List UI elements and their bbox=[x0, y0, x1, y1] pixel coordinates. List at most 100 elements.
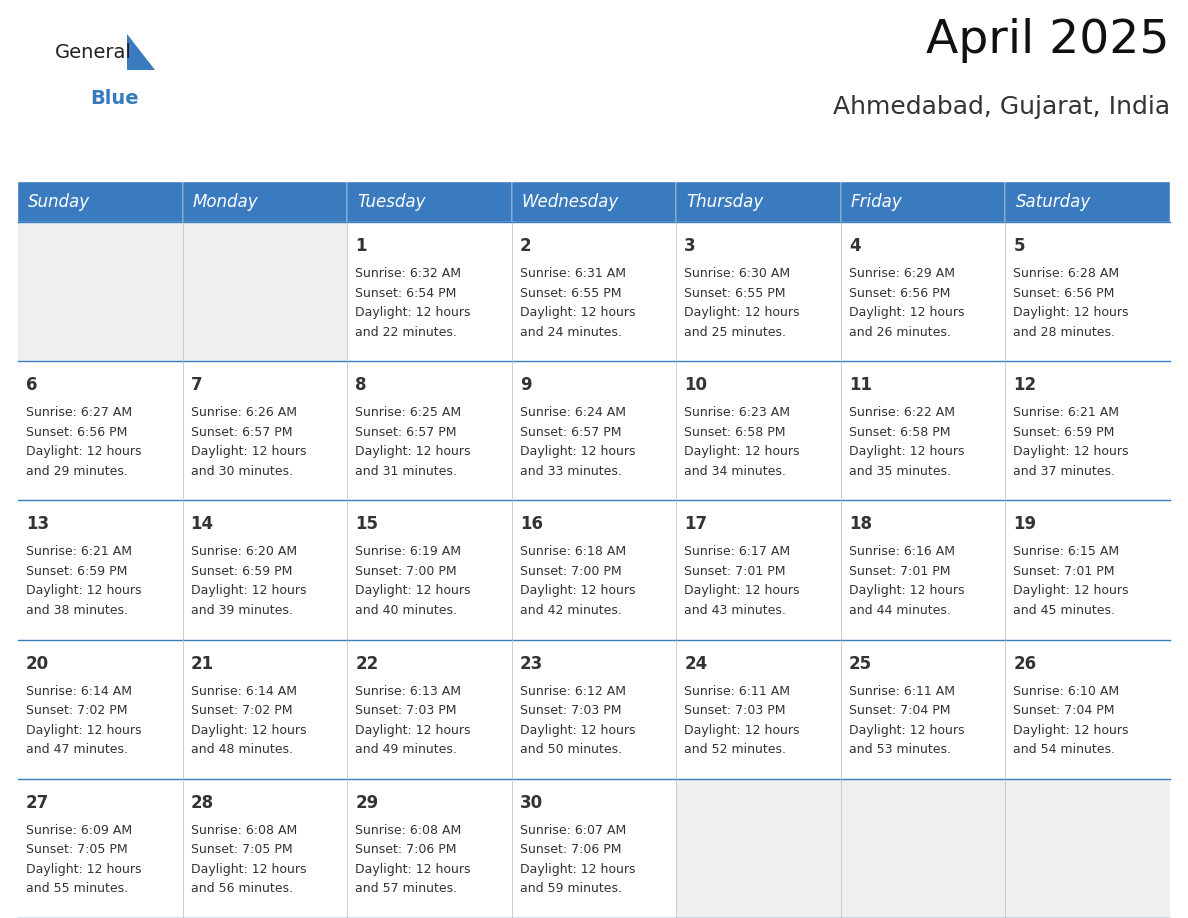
Text: Blue: Blue bbox=[90, 88, 139, 107]
Bar bbox=[1005, 222, 1170, 361]
Bar bbox=[18, 182, 183, 222]
Text: Sunrise: 6:10 AM: Sunrise: 6:10 AM bbox=[1013, 685, 1119, 698]
Text: Sunrise: 6:14 AM: Sunrise: 6:14 AM bbox=[26, 685, 132, 698]
Text: Daylight: 12 hours: Daylight: 12 hours bbox=[684, 306, 800, 319]
Text: and 30 minutes.: and 30 minutes. bbox=[190, 465, 292, 477]
Text: Sunrise: 6:07 AM: Sunrise: 6:07 AM bbox=[519, 823, 626, 837]
Text: and 48 minutes.: and 48 minutes. bbox=[190, 743, 292, 756]
Text: and 57 minutes.: and 57 minutes. bbox=[355, 882, 457, 895]
Text: and 47 minutes.: and 47 minutes. bbox=[26, 743, 128, 756]
Text: and 25 minutes.: and 25 minutes. bbox=[684, 326, 786, 339]
Text: and 33 minutes.: and 33 minutes. bbox=[519, 465, 621, 477]
Text: Sunrise: 6:14 AM: Sunrise: 6:14 AM bbox=[190, 685, 297, 698]
Text: Daylight: 12 hours: Daylight: 12 hours bbox=[1013, 723, 1129, 736]
Text: Daylight: 12 hours: Daylight: 12 hours bbox=[519, 723, 636, 736]
Bar bbox=[183, 182, 347, 222]
Text: Daylight: 12 hours: Daylight: 12 hours bbox=[684, 445, 800, 458]
Text: Sunset: 7:02 PM: Sunset: 7:02 PM bbox=[190, 704, 292, 717]
Text: and 26 minutes.: and 26 minutes. bbox=[849, 326, 950, 339]
Text: Sunset: 6:55 PM: Sunset: 6:55 PM bbox=[519, 286, 621, 299]
Text: Sunrise: 6:18 AM: Sunrise: 6:18 AM bbox=[519, 545, 626, 558]
Text: and 52 minutes.: and 52 minutes. bbox=[684, 743, 786, 756]
Text: 11: 11 bbox=[849, 376, 872, 394]
Text: Sunrise: 6:12 AM: Sunrise: 6:12 AM bbox=[519, 685, 626, 698]
Text: Sunrise: 6:08 AM: Sunrise: 6:08 AM bbox=[355, 823, 461, 837]
Text: 23: 23 bbox=[519, 655, 543, 673]
Bar bbox=[512, 640, 676, 778]
Text: Daylight: 12 hours: Daylight: 12 hours bbox=[190, 863, 307, 876]
Text: 18: 18 bbox=[849, 515, 872, 533]
Text: Sunset: 6:57 PM: Sunset: 6:57 PM bbox=[519, 426, 621, 439]
Text: Sunrise: 6:21 AM: Sunrise: 6:21 AM bbox=[26, 545, 132, 558]
Text: Daylight: 12 hours: Daylight: 12 hours bbox=[355, 723, 470, 736]
Text: Monday: Monday bbox=[192, 193, 258, 211]
Text: and 22 minutes.: and 22 minutes. bbox=[355, 326, 457, 339]
Text: Sunrise: 6:31 AM: Sunrise: 6:31 AM bbox=[519, 267, 626, 280]
Text: Sunset: 7:03 PM: Sunset: 7:03 PM bbox=[684, 704, 785, 717]
Bar bbox=[183, 361, 347, 500]
Text: Daylight: 12 hours: Daylight: 12 hours bbox=[849, 585, 965, 598]
Text: Sunset: 7:02 PM: Sunset: 7:02 PM bbox=[26, 704, 127, 717]
Text: Saturday: Saturday bbox=[1016, 193, 1091, 211]
Text: Sunrise: 6:21 AM: Sunrise: 6:21 AM bbox=[1013, 406, 1119, 420]
Bar bbox=[841, 182, 1005, 222]
Bar bbox=[1005, 640, 1170, 778]
Text: Daylight: 12 hours: Daylight: 12 hours bbox=[684, 723, 800, 736]
Text: 22: 22 bbox=[355, 655, 379, 673]
Text: Sunrise: 6:30 AM: Sunrise: 6:30 AM bbox=[684, 267, 790, 280]
Text: Sunrise: 6:13 AM: Sunrise: 6:13 AM bbox=[355, 685, 461, 698]
Bar bbox=[841, 640, 1005, 778]
Text: Sunset: 7:01 PM: Sunset: 7:01 PM bbox=[1013, 565, 1114, 578]
Text: Tuesday: Tuesday bbox=[358, 193, 425, 211]
Bar bbox=[18, 500, 183, 640]
Text: Daylight: 12 hours: Daylight: 12 hours bbox=[684, 585, 800, 598]
Bar bbox=[347, 361, 512, 500]
Text: Sunset: 6:54 PM: Sunset: 6:54 PM bbox=[355, 286, 456, 299]
Text: Sunrise: 6:15 AM: Sunrise: 6:15 AM bbox=[1013, 545, 1119, 558]
Bar bbox=[512, 222, 676, 361]
Bar bbox=[676, 361, 841, 500]
Text: and 29 minutes.: and 29 minutes. bbox=[26, 465, 128, 477]
Text: Sunrise: 6:11 AM: Sunrise: 6:11 AM bbox=[684, 685, 790, 698]
Text: Daylight: 12 hours: Daylight: 12 hours bbox=[190, 723, 307, 736]
Text: 6: 6 bbox=[26, 376, 38, 394]
Text: Sunset: 7:03 PM: Sunset: 7:03 PM bbox=[519, 704, 621, 717]
Text: and 34 minutes.: and 34 minutes. bbox=[684, 465, 786, 477]
Text: and 54 minutes.: and 54 minutes. bbox=[1013, 743, 1116, 756]
Bar bbox=[1005, 182, 1170, 222]
Bar bbox=[18, 361, 183, 500]
Text: 10: 10 bbox=[684, 376, 707, 394]
Bar bbox=[347, 500, 512, 640]
Text: Daylight: 12 hours: Daylight: 12 hours bbox=[1013, 585, 1129, 598]
Text: 7: 7 bbox=[190, 376, 202, 394]
Text: Daylight: 12 hours: Daylight: 12 hours bbox=[849, 723, 965, 736]
Text: Daylight: 12 hours: Daylight: 12 hours bbox=[190, 585, 307, 598]
Text: and 37 minutes.: and 37 minutes. bbox=[1013, 465, 1116, 477]
Text: 21: 21 bbox=[190, 655, 214, 673]
Text: Sunrise: 6:27 AM: Sunrise: 6:27 AM bbox=[26, 406, 132, 420]
Text: and 31 minutes.: and 31 minutes. bbox=[355, 465, 457, 477]
Bar bbox=[512, 361, 676, 500]
Bar bbox=[1005, 361, 1170, 500]
Bar bbox=[183, 500, 347, 640]
Text: Daylight: 12 hours: Daylight: 12 hours bbox=[26, 723, 141, 736]
Text: Thursday: Thursday bbox=[687, 193, 764, 211]
Text: Sunrise: 6:19 AM: Sunrise: 6:19 AM bbox=[355, 545, 461, 558]
Text: Sunrise: 6:17 AM: Sunrise: 6:17 AM bbox=[684, 545, 790, 558]
Text: Daylight: 12 hours: Daylight: 12 hours bbox=[26, 445, 141, 458]
Bar bbox=[676, 500, 841, 640]
Text: Sunset: 6:57 PM: Sunset: 6:57 PM bbox=[355, 426, 456, 439]
Text: Sunset: 7:01 PM: Sunset: 7:01 PM bbox=[684, 565, 785, 578]
Text: Sunrise: 6:22 AM: Sunrise: 6:22 AM bbox=[849, 406, 955, 420]
Text: 13: 13 bbox=[26, 515, 49, 533]
Text: Sunset: 6:59 PM: Sunset: 6:59 PM bbox=[190, 565, 292, 578]
Text: and 40 minutes.: and 40 minutes. bbox=[355, 604, 457, 617]
Text: Sunset: 7:03 PM: Sunset: 7:03 PM bbox=[355, 704, 456, 717]
Bar bbox=[347, 222, 512, 361]
Text: and 55 minutes.: and 55 minutes. bbox=[26, 882, 128, 895]
Bar bbox=[1005, 500, 1170, 640]
Text: Sunrise: 6:28 AM: Sunrise: 6:28 AM bbox=[1013, 267, 1119, 280]
Text: Sunset: 6:57 PM: Sunset: 6:57 PM bbox=[190, 426, 292, 439]
Bar bbox=[512, 778, 676, 918]
Text: 16: 16 bbox=[519, 515, 543, 533]
